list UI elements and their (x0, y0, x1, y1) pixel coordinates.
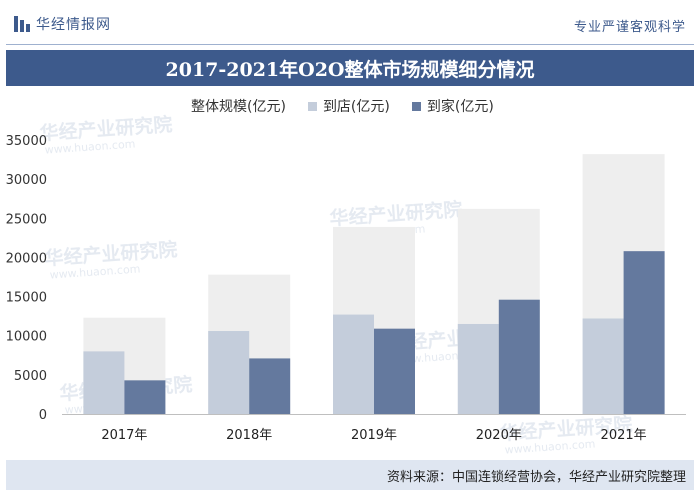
header-divider (6, 44, 694, 45)
bar-store (208, 331, 250, 414)
bar-store (333, 314, 374, 414)
x-tick-label: 2021年 (601, 428, 647, 443)
bar-store (582, 318, 624, 414)
watermark-url: www.huaon.com (504, 437, 596, 456)
y-tick-label: 0 (39, 408, 47, 423)
legend-swatch-store (307, 101, 317, 111)
legend-item-total: 整体规模(亿元) (185, 96, 286, 116)
y-tick-label: 10000 (6, 330, 47, 345)
legend: 整体规模(亿元) 到店(亿元) 到家(亿元) (185, 96, 494, 116)
brand: 华经情报网 (14, 14, 111, 34)
y-tick-label: 25000 (6, 212, 47, 227)
bar-home (249, 358, 291, 414)
y-tick-label: 15000 (6, 291, 47, 306)
bar-home (498, 299, 540, 414)
x-tick-label: 2020年 (476, 428, 522, 443)
x-tick-label: 2019年 (351, 428, 397, 443)
y-tick-label: 35000 (6, 134, 47, 149)
slogan: 专业严谨客观科学 (573, 20, 686, 35)
x-tick-label: 2018年 (226, 428, 272, 443)
legend-label-total: 整体规模(亿元) (191, 99, 286, 115)
footer-bar (6, 460, 694, 490)
source-note: 资料来源：中国连锁经营协会，华经产业研究院整理 (386, 470, 686, 485)
x-tick-label: 2017年 (101, 428, 147, 443)
brand-logo-icon (14, 16, 30, 32)
y-tick-label: 20000 (6, 251, 47, 266)
title-bar: 2017-2021年O2O整体市场规模细分情况 (6, 50, 694, 86)
legend-label-store: 到店(亿元) (322, 99, 390, 115)
legend-item-home: 到家(亿元) (411, 96, 494, 116)
y-tick-label: 30000 (6, 173, 47, 188)
chart-title: 2017-2021年O2O整体市场规模细分情况 (165, 58, 535, 81)
legend-swatch-home (411, 101, 421, 111)
header: 华经情报网 专业严谨客观科学 (0, 0, 700, 46)
brand-name: 华经情报网 (36, 17, 111, 33)
legend-label-home: 到家(亿元) (426, 99, 494, 115)
watermark-url: www.huaon.com (49, 262, 141, 281)
bar-home (124, 380, 166, 414)
legend-item-store: 到店(亿元) (307, 96, 390, 116)
watermark-url: www.huaon.com (44, 137, 136, 156)
bar-home (623, 251, 665, 414)
bar-store (457, 323, 499, 414)
bar-home (374, 328, 415, 414)
bar-store (83, 351, 125, 414)
y-tick-label: 5000 (14, 369, 47, 384)
